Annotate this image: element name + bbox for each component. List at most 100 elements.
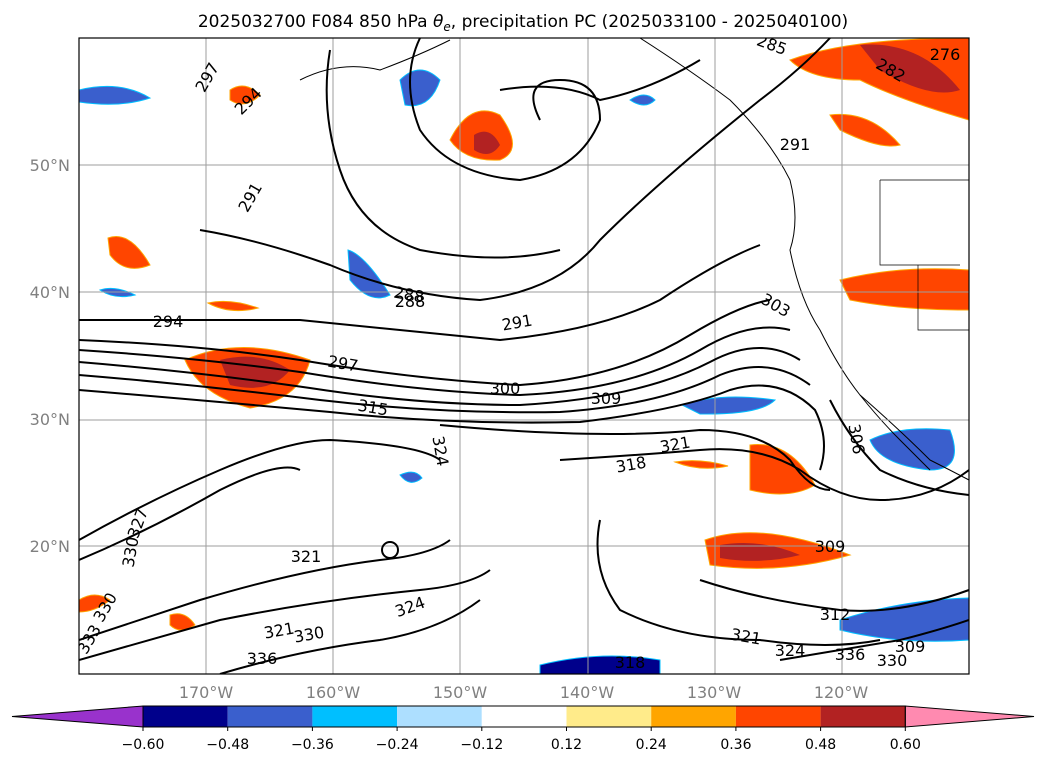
contour-line: [499, 59, 701, 102]
north-american-coast: [639, 38, 969, 481]
contour-line: [596, 519, 881, 646]
colorbar-cell: [143, 706, 228, 727]
lon-tick-label: 140°W: [560, 683, 615, 702]
contour-closed: [381, 541, 399, 559]
pos-area: [720, 542, 800, 561]
contour-line: [199, 38, 831, 302]
colorbar-tick-label: −0.48: [206, 737, 249, 753]
colorbar-cell: [735, 706, 821, 727]
lon-tick-label: 130°W: [687, 683, 742, 702]
lon-tick-label: 150°W: [433, 683, 488, 702]
neg-area: [869, 428, 955, 471]
colorbar-cell: [820, 706, 906, 727]
colorbar-under-extension: [11, 705, 144, 728]
contour-label: 324: [775, 641, 806, 660]
colorbar-tick-label: 0.48: [805, 737, 836, 753]
pos-area: [839, 268, 969, 311]
contour-label: 288: [395, 292, 426, 311]
contour-line: [779, 619, 969, 661]
contour-label: 309: [591, 389, 622, 408]
colorbar-over-extension: [904, 705, 1035, 728]
contour-line: [409, 38, 602, 182]
contour-line: [79, 569, 491, 661]
pos-area: [474, 131, 500, 154]
contour-label: 309: [895, 637, 926, 656]
contour-line: [79, 366, 811, 414]
lat-tick-label: 30°N: [30, 410, 70, 429]
lon-tick-label: 170°W: [179, 683, 234, 702]
contour-label: 294: [153, 312, 184, 331]
state-borders: [879, 179, 969, 331]
contour-line: [699, 579, 969, 612]
lon-tick-labels: 170°W 160°W 150°W 140°W 130°W 120°W: [179, 683, 869, 702]
contour-label: 318: [615, 653, 646, 672]
colorbar-tick-label: −0.36: [291, 737, 334, 753]
colorbar-tick-label: −0.60: [122, 737, 165, 753]
contour-line: [559, 448, 969, 502]
coastlines: [299, 38, 969, 481]
pos-area: [206, 300, 260, 312]
contour-label: 309: [815, 537, 846, 556]
pos-area: [79, 594, 111, 613]
neg-area: [79, 85, 152, 105]
colorbar-frame: [142, 705, 906, 728]
theta-e-contours: [79, 38, 969, 674]
pos-area: [229, 85, 261, 105]
pos-area: [107, 236, 151, 269]
lon-tick-label: 160°W: [306, 683, 361, 702]
neg-area: [399, 471, 423, 483]
colorbar-tick-label: −0.24: [376, 737, 419, 753]
contour-label: 291: [780, 135, 811, 154]
figure-title: 2025032700 F084 850 hPa θe, precipitatio…: [198, 12, 848, 34]
contour-line: [439, 424, 831, 491]
map-frame: [78, 37, 970, 675]
contour-line: [79, 299, 771, 387]
lat-tick-label: 40°N: [30, 283, 70, 302]
contour-line: [79, 438, 441, 541]
lat-tick-labels: 50°N 40°N 30°N 20°N: [30, 156, 70, 556]
gridlines: [79, 38, 969, 674]
contour-line: [79, 384, 825, 471]
colorbar-tick-label: −0.12: [460, 737, 503, 753]
neg-area: [629, 94, 656, 106]
contour-line: [79, 466, 301, 561]
pos-area: [860, 44, 960, 93]
contour-label: 321: [291, 547, 322, 566]
contour-label: 336: [247, 649, 278, 668]
contour-line: [79, 326, 791, 397]
pos-area: [169, 613, 196, 631]
contour-label: 312: [820, 605, 851, 624]
colorbar-tick-label: 0.12: [551, 737, 582, 753]
colorbar-cell: [397, 706, 482, 727]
colorbar-tick-label: 0.36: [720, 737, 751, 753]
colorbar-cell: [566, 706, 652, 727]
colorbar-cell: [651, 706, 736, 727]
alaska-coast: [299, 39, 451, 81]
lon-tick-label: 120°W: [814, 683, 869, 702]
colorbar-cell: [227, 706, 313, 727]
contour-line: [829, 399, 969, 496]
pos-area: [829, 113, 901, 147]
contour-label: 336: [835, 645, 866, 664]
colorbar-cell: [312, 706, 398, 727]
contour-label: 276: [930, 45, 961, 64]
baja-peninsula: [859, 394, 931, 471]
colorbar-tick-label: 0.24: [636, 737, 667, 753]
contour-label: 330: [877, 651, 908, 670]
lat-tick-label: 20°N: [30, 537, 70, 556]
contour-line: [79, 539, 451, 641]
contour-label: 300: [490, 379, 521, 398]
colorbar-cell: [481, 706, 567, 727]
lat-tick-label: 50°N: [30, 156, 70, 175]
contour-line: [219, 599, 481, 674]
contour-line: [325, 49, 561, 259]
neg-area: [347, 249, 391, 299]
contour-line: [79, 244, 761, 342]
colorbar: −0.60 −0.48 −0.36 −0.24 −0.12 0.12 0.24 0.36 0.4…: [11, 705, 1035, 753]
contour-line: [79, 347, 801, 407]
neg-area: [539, 655, 661, 674]
colorbar-tick-label: 0.60: [890, 737, 921, 753]
